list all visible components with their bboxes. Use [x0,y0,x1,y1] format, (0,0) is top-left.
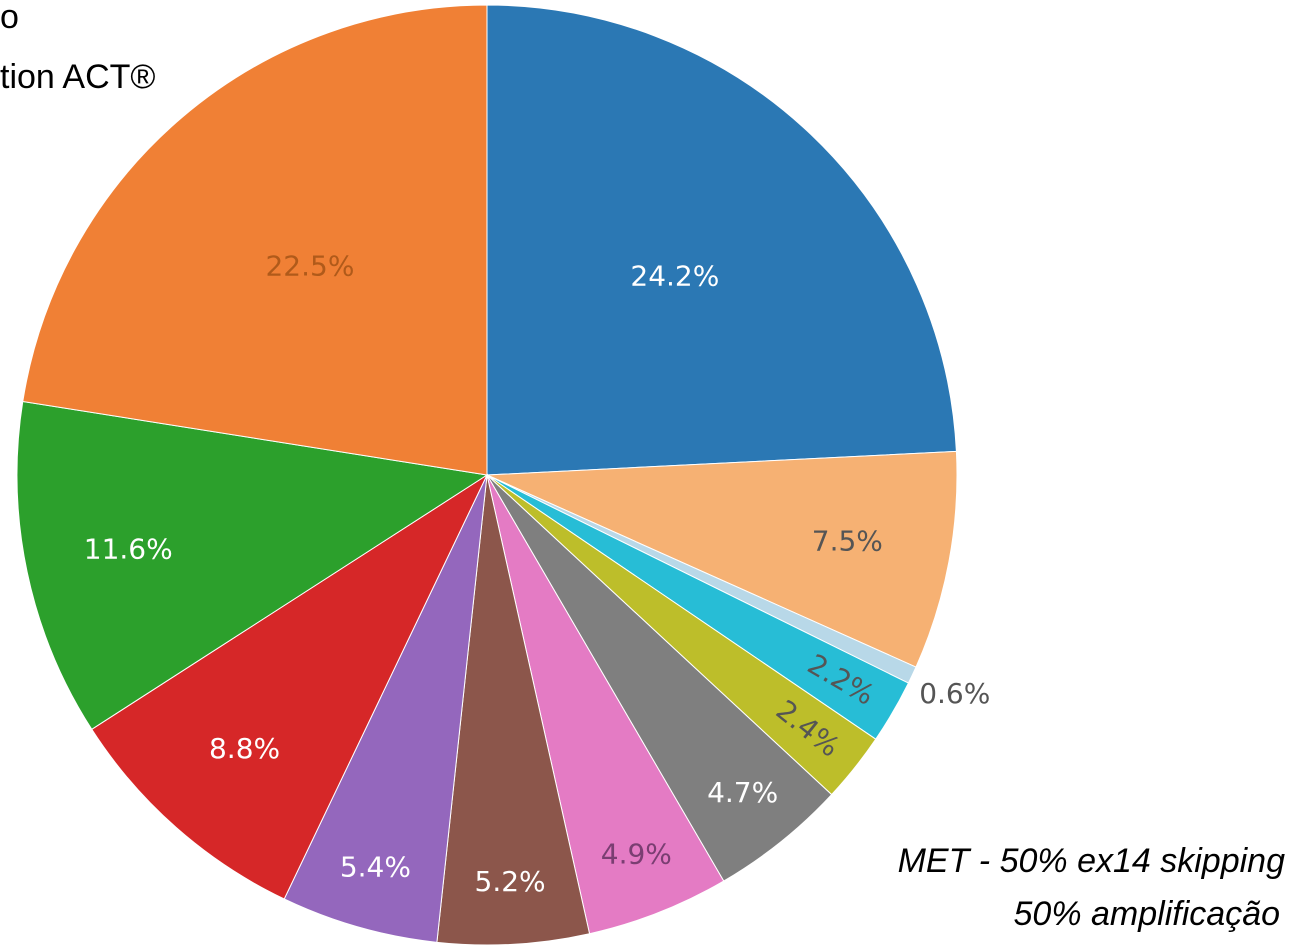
annotation: 50% amplificação [1014,895,1280,933]
pie-slice [486,4,957,476]
slice-label: 5.4% [340,850,411,883]
pie-slice [91,473,489,900]
slice-label: 4.7% [707,776,778,809]
pie-slice [486,474,725,935]
slice-label: 24.2% [630,259,719,292]
slice-label: 11.6% [84,532,173,565]
annotation: MET - 50% ex14 skipping [898,842,1285,880]
note-text: tion ACT® [0,58,155,96]
slice-label: 7.5% [812,525,883,558]
pie-slice [22,4,488,476]
pie: 24.2%7.5%0.6%2.2%2.4%4.7%4.9%5.2%5.4%8.8… [16,4,990,946]
note-text: o [0,0,19,36]
slice-label: 5.2% [475,865,546,898]
pie-slice [283,474,488,943]
slice-label: 0.6% [919,677,990,710]
pie-slice [436,474,591,946]
slice-label: 22.5% [265,250,354,283]
pie-slice [16,400,489,731]
pie-slice [486,450,958,668]
slice-label: 4.9% [601,838,672,871]
slice-label: 8.8% [209,732,280,765]
